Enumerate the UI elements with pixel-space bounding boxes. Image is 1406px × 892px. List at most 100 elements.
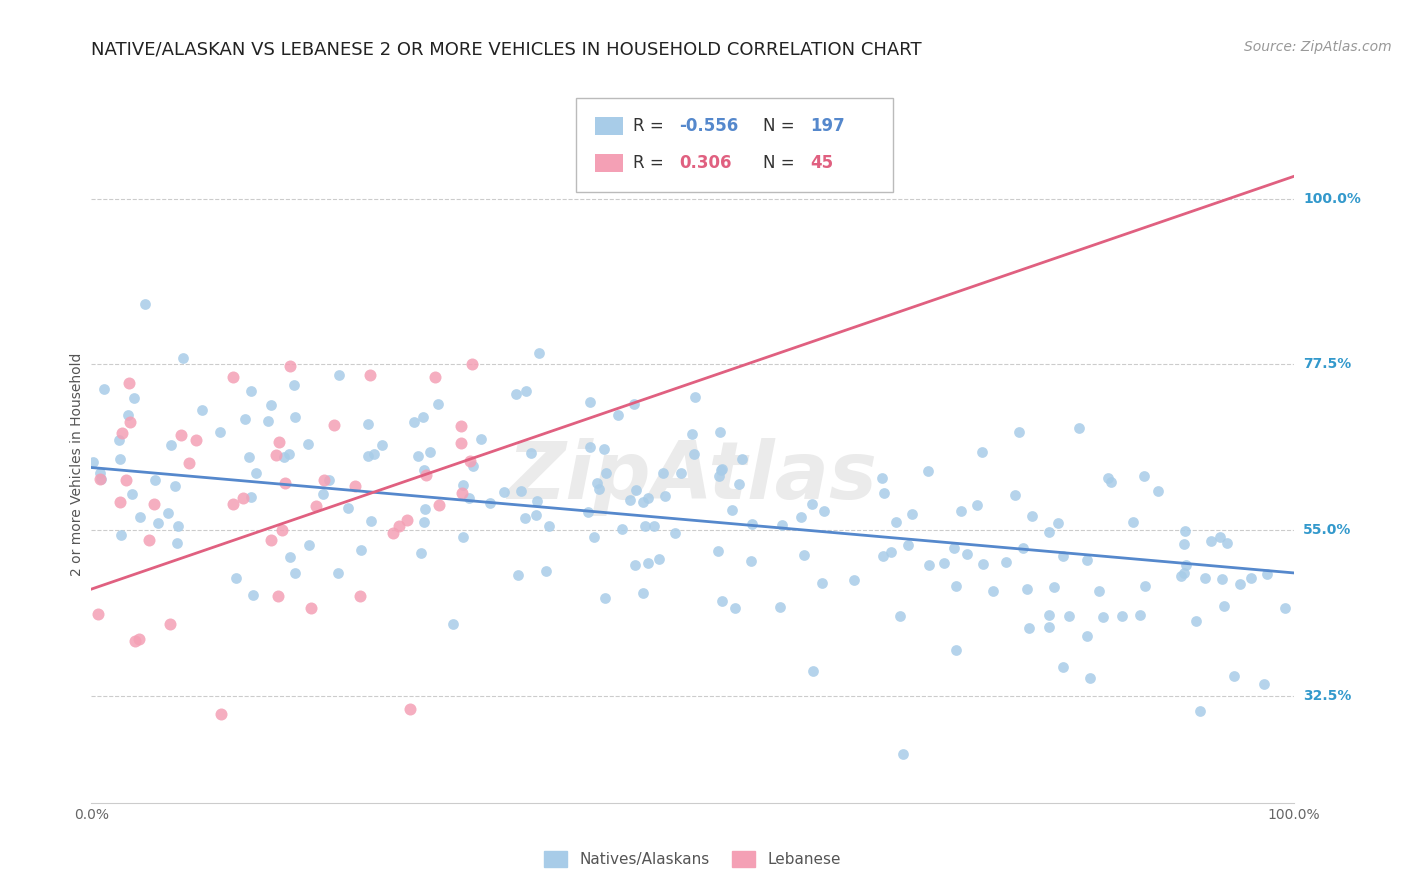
Point xyxy=(128,632,150,646)
Text: NATIVE/ALASKAN VS LEBANESE 2 OR MORE VEHICLES IN HOUSEHOLD CORRELATION CHART: NATIVE/ALASKAN VS LEBANESE 2 OR MORE VEH… xyxy=(91,40,922,58)
Point xyxy=(264,448,287,462)
Point xyxy=(515,384,537,399)
Point xyxy=(461,459,484,474)
Point xyxy=(427,498,450,512)
Point xyxy=(1229,577,1251,591)
Point xyxy=(588,482,610,496)
Point xyxy=(682,447,704,461)
Point xyxy=(322,418,344,433)
Point xyxy=(344,479,367,493)
Point xyxy=(727,476,749,491)
Point xyxy=(891,747,914,762)
Point xyxy=(1038,620,1060,634)
Point xyxy=(412,515,434,529)
Point xyxy=(1147,484,1170,499)
Point xyxy=(120,415,142,429)
Point xyxy=(108,434,131,448)
Point xyxy=(956,547,979,561)
Point xyxy=(93,382,115,396)
Point xyxy=(280,549,302,564)
Point xyxy=(897,538,920,552)
Text: N =: N = xyxy=(763,154,800,172)
Point xyxy=(1256,566,1278,581)
Point xyxy=(950,504,973,518)
Point xyxy=(623,397,645,411)
Point xyxy=(371,438,394,452)
Point xyxy=(89,467,111,481)
Point xyxy=(461,357,484,371)
Point xyxy=(239,490,262,504)
Point xyxy=(138,533,160,547)
Point xyxy=(1012,541,1035,555)
Point xyxy=(388,519,411,533)
Point xyxy=(633,495,655,509)
Point xyxy=(273,450,295,465)
Point xyxy=(513,511,536,525)
Point xyxy=(297,437,319,451)
Point xyxy=(711,462,734,476)
Text: 77.5%: 77.5% xyxy=(1303,358,1351,371)
Point xyxy=(1076,552,1098,566)
Point xyxy=(671,466,693,480)
Point xyxy=(240,384,263,398)
Point xyxy=(278,447,301,461)
Point xyxy=(1067,421,1090,435)
Point xyxy=(1240,571,1263,585)
Point xyxy=(1015,582,1038,596)
Point xyxy=(357,417,380,431)
Point xyxy=(1046,516,1069,530)
Point xyxy=(634,518,657,533)
Point xyxy=(772,517,794,532)
Point xyxy=(163,479,186,493)
Point xyxy=(117,408,139,422)
Point xyxy=(901,507,924,521)
Text: R =: R = xyxy=(633,117,669,135)
Point xyxy=(398,701,420,715)
Point xyxy=(143,473,166,487)
Point xyxy=(790,509,813,524)
Point xyxy=(451,478,474,492)
Legend: Natives/Alaskans, Lebanese: Natives/Alaskans, Lebanese xyxy=(538,845,846,873)
Point xyxy=(595,466,617,480)
Point xyxy=(624,483,647,497)
Point xyxy=(538,519,561,533)
Point xyxy=(382,525,405,540)
Text: ZipAtlas: ZipAtlas xyxy=(508,438,877,516)
Point xyxy=(412,410,434,425)
Point xyxy=(412,463,434,477)
Point xyxy=(460,454,482,468)
Point xyxy=(942,541,965,555)
Text: 197: 197 xyxy=(810,117,845,135)
Point xyxy=(235,412,257,426)
Point xyxy=(359,368,381,382)
Point xyxy=(415,468,437,483)
Point xyxy=(526,494,548,508)
Point xyxy=(349,589,371,603)
Point xyxy=(945,579,967,593)
Point xyxy=(706,544,728,558)
Point xyxy=(793,548,815,562)
Point xyxy=(1097,471,1119,485)
Text: N =: N = xyxy=(763,117,800,135)
Point xyxy=(1129,608,1152,623)
Point xyxy=(426,397,449,411)
Point xyxy=(82,455,104,469)
Point xyxy=(172,351,194,365)
Point xyxy=(284,566,307,580)
Point xyxy=(1216,536,1239,550)
Point xyxy=(1189,705,1212,719)
Point xyxy=(1173,536,1195,550)
Point xyxy=(298,538,321,552)
Point xyxy=(232,491,254,505)
Point xyxy=(505,387,527,401)
Point xyxy=(450,435,472,450)
Text: 45: 45 xyxy=(810,154,832,172)
Point xyxy=(723,601,745,615)
Point xyxy=(1211,572,1233,586)
Point xyxy=(451,530,474,544)
Point xyxy=(305,499,328,513)
Point xyxy=(654,489,676,503)
Point xyxy=(1111,609,1133,624)
Point xyxy=(159,617,181,632)
Point xyxy=(122,391,145,405)
